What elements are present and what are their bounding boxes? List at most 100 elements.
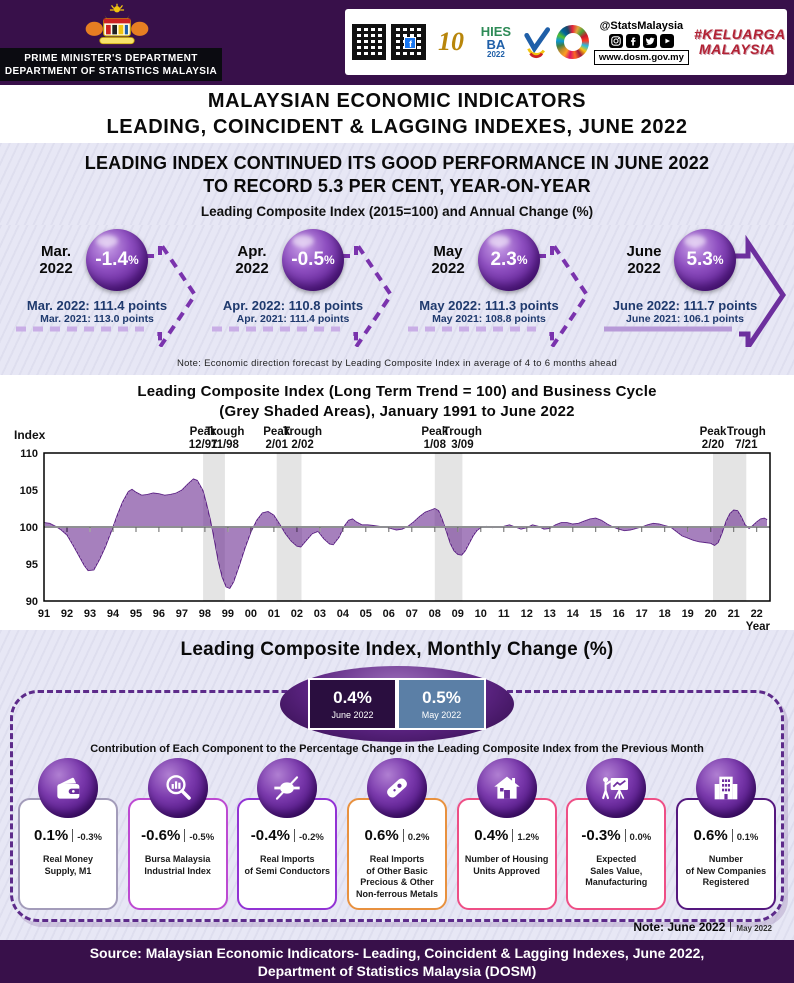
page-title: MALAYSIAN ECONOMIC INDICATORS LEADING, C…	[0, 85, 794, 143]
svg-text:19: 19	[682, 608, 694, 620]
svg-text:12/97: 12/97	[189, 439, 218, 451]
component-current-value: 0.6%	[693, 827, 728, 844]
svg-text:03: 03	[314, 608, 326, 620]
svg-text:12: 12	[521, 608, 533, 620]
headline-subtitle: Leading Composite Index (2015=100) and A…	[200, 204, 594, 219]
annual-change-item: Apr. 2022 -0.5% Apr. 2022: 110.8 points A…	[204, 229, 396, 347]
sdg-wheel-logo	[556, 25, 589, 59]
component-previous-value: 0.2%	[407, 832, 430, 843]
note-separator	[730, 922, 732, 932]
facebook-icon: f	[404, 37, 417, 49]
facebook-icon[interactable]	[625, 33, 640, 48]
svg-text:Year: Year	[746, 621, 771, 631]
direction-arrow-icon	[16, 236, 198, 347]
instagram-icon[interactable]	[608, 33, 623, 48]
checkmark-logo	[524, 27, 550, 59]
annual-change-section: Mar. 2022 -1.4% Mar. 2022: 111.4 points M…	[0, 225, 794, 375]
header: PRIME MINISTER'S DEPARTMENT DEPARTMENT O…	[0, 0, 794, 85]
svg-text:00: 00	[245, 608, 257, 620]
source-line2: Department of Statistics Malaysia (DOSM)	[257, 962, 537, 979]
component-card: 0.6% 0.1% Number of New Companies Regist…	[675, 758, 777, 916]
anniversary-10-logo: 10	[437, 27, 464, 56]
component-current-value: 0.6%	[364, 827, 399, 844]
component-current-value: 0.1%	[33, 827, 69, 844]
svg-text:11/98: 11/98	[211, 439, 240, 451]
svg-text:02: 02	[291, 608, 303, 620]
component-previous-value: 0.0%	[629, 832, 652, 843]
svg-text:17: 17	[636, 608, 648, 620]
annual-change-circle: -1.4%	[86, 229, 148, 291]
wallet-icon	[38, 758, 98, 818]
component-card: 0.6% 0.2% Real Imports of Other Basic Pr…	[346, 758, 448, 916]
component-previous-value: 1.2%	[517, 832, 540, 843]
social-icons	[608, 33, 674, 48]
source-line1: Source: Malaysian Economic Indicators- L…	[89, 945, 705, 961]
percent-sign: %	[324, 253, 335, 267]
monthly-change-heading: Leading Composite Index, Monthly Change …	[180, 639, 614, 660]
component-name: Bursa Malaysia Industrial Index	[144, 854, 211, 876]
svg-text:04: 04	[337, 608, 350, 620]
annual-change-item: June 2022 5.3% June 2022: 111.7 points Ju…	[596, 229, 788, 347]
value-separator	[512, 829, 514, 842]
svg-text:Index: Index	[14, 428, 46, 442]
qr-code[interactable]	[352, 24, 387, 60]
component-previous-value: -0.3%	[77, 832, 103, 843]
monthly-previous-value: 0.5%	[422, 688, 461, 707]
monthly-current-value: 0.4%	[333, 688, 372, 707]
value-separator	[402, 829, 404, 842]
website-link[interactable]: www.dosm.gov.my	[593, 49, 689, 65]
svg-text:07: 07	[406, 608, 418, 620]
previous-points: Mar. 2021: 113.0 points	[40, 313, 154, 325]
component-name: Real Imports of Other Basic Precious & O…	[355, 854, 438, 900]
svg-text:Trough: Trough	[205, 426, 244, 438]
svg-text:93: 93	[84, 608, 96, 620]
svg-text:Peak: Peak	[421, 426, 448, 438]
svg-text:2/20: 2/20	[702, 439, 724, 451]
svg-text:01: 01	[268, 608, 280, 620]
youtube-icon[interactable]	[659, 33, 674, 48]
building-icon	[695, 758, 756, 818]
svg-text:92: 92	[61, 608, 73, 620]
social-handle: @StatsMalaysia	[599, 19, 684, 32]
svg-text:Trough: Trough	[443, 426, 482, 438]
value-separator	[293, 829, 295, 842]
department-line2: DEPARTMENT OF STATISTICS MALAYSIA	[4, 65, 218, 77]
previous-points: June 2021: 106.1 points	[626, 313, 744, 325]
svg-text:20: 20	[705, 608, 717, 620]
component-card: -0.6% -0.5% Bursa Malaysia Industrial In…	[127, 758, 229, 916]
twitter-icon[interactable]	[642, 33, 657, 48]
monthly-change-section: Leading Composite Index, Monthly Change …	[0, 630, 794, 940]
annual-change-value: 2.3	[490, 249, 517, 270]
component-name: Number of Housing Units Approved	[464, 854, 549, 876]
direction-arrow-icon	[604, 234, 787, 347]
svg-text:99: 99	[222, 608, 234, 620]
component-card: 0.4% 1.2% Number of Housing Units Approv…	[456, 758, 558, 916]
monthly-change-badge: 0.4% June 2022 0.5% May 2022	[280, 666, 514, 742]
reference-note: Note: June 2022 May 2022	[633, 920, 772, 934]
headline-line1: LEADING INDEX CONTINUED ITS GOOD PERFORM…	[84, 153, 710, 173]
component-previous-value: 0.1%	[736, 832, 759, 843]
current-points: Mar. 2022: 111.4 points	[26, 298, 168, 313]
svg-text:14: 14	[567, 608, 580, 620]
svg-text:16: 16	[613, 608, 625, 620]
component-current-value: -0.4%	[250, 827, 290, 844]
svg-text:95: 95	[26, 559, 38, 571]
percent-sign: %	[712, 253, 724, 267]
hies-ba-logo: HIES BA 2022	[480, 24, 512, 59]
component-card: 0.1% -0.3% Real Money Supply, M1	[17, 758, 119, 916]
chart-title-line2: (Grey Shaded Areas), January 1991 to Jun…	[219, 402, 575, 420]
svg-text:97: 97	[176, 608, 188, 620]
svg-text:Trough: Trough	[727, 426, 766, 438]
monthly-previous-label: May 2022	[421, 710, 462, 720]
svg-text:13: 13	[544, 608, 556, 620]
magnifier-chart-icon	[147, 758, 208, 818]
value-separator	[624, 829, 626, 842]
qr-code-facebook[interactable]: f	[391, 24, 426, 60]
svg-text:96: 96	[153, 608, 165, 620]
component-current-value: -0.6%	[141, 827, 181, 844]
semiconductor-icon	[257, 758, 318, 818]
svg-text:Peak: Peak	[700, 426, 727, 438]
annual-change-value: 5.3	[686, 249, 713, 270]
current-points: Apr. 2022: 110.8 points	[222, 298, 364, 313]
